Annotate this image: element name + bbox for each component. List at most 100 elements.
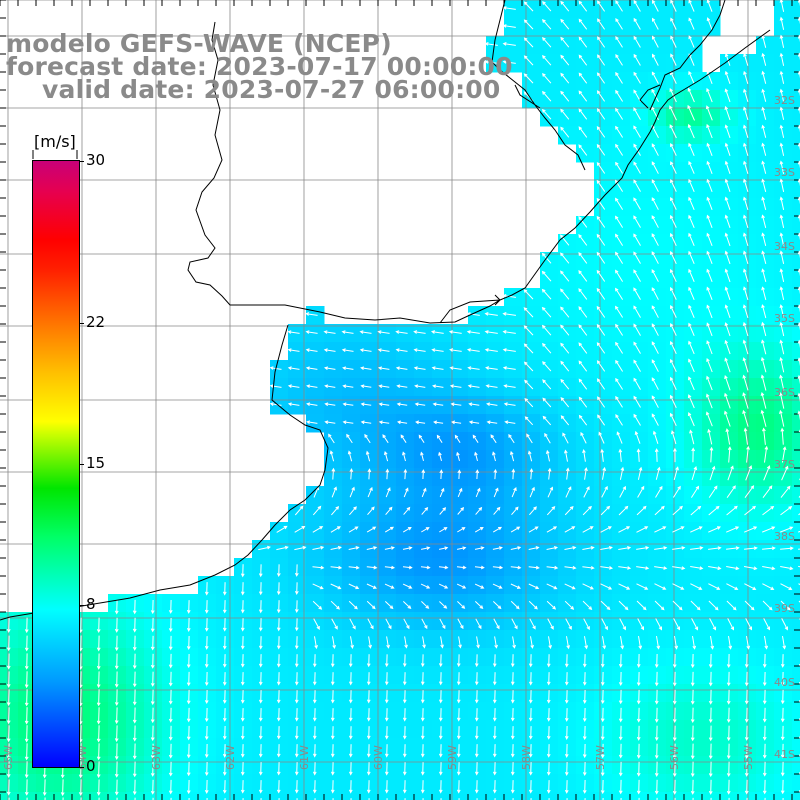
- wind-arrow: [690, 725, 695, 742]
- wind-arrow: [523, 343, 534, 354]
- wind-arrow: [691, 618, 699, 631]
- wind-arrow: [633, 377, 641, 390]
- wind-arrow: [454, 434, 461, 443]
- wind-arrow: [523, 1, 534, 12]
- wind-arrow: [724, 410, 731, 427]
- wind-arrow: [596, 378, 606, 390]
- wind-arrow: [150, 617, 155, 633]
- wind-arrow: [688, 0, 695, 12]
- wind-arrow: [420, 690, 425, 704]
- wind-arrow: [503, 402, 516, 406]
- wind-arrow: [597, 0, 606, 12]
- wind-arrow: [542, 415, 552, 426]
- wind-arrow: [439, 618, 446, 630]
- wind-arrow: [619, 485, 626, 498]
- wind-arrow: [600, 448, 605, 462]
- wind-arrow: [438, 565, 449, 570]
- wind-arrow: [724, 232, 731, 247]
- wind-speed-cell: [792, 324, 800, 343]
- wind-arrow: [542, 361, 552, 372]
- wind-arrow: [779, 409, 785, 427]
- wind-arrow: [546, 526, 558, 533]
- wind-arrow: [468, 420, 480, 425]
- wind-arrow: [762, 671, 767, 687]
- wind-arrow: [546, 690, 551, 704]
- wind-arrow: [763, 465, 771, 481]
- wind-arrow: [743, 160, 749, 174]
- wind-arrow: [672, 689, 677, 705]
- wind-arrow: [186, 779, 191, 795]
- wind-arrow: [598, 431, 605, 444]
- wind-arrow: [276, 654, 281, 668]
- wind-arrow: [690, 485, 700, 498]
- wind-arrow: [383, 451, 389, 462]
- wind-arrow: [708, 653, 713, 669]
- wind-arrow: [651, 88, 659, 103]
- wind-arrow: [384, 780, 389, 794]
- wind-arrow: [633, 305, 641, 318]
- wind-arrow: [396, 402, 408, 407]
- wind-speed-cell: [576, 792, 595, 800]
- wind-arrow: [204, 707, 209, 723]
- wind-arrow: [601, 618, 608, 631]
- wind-arrow: [492, 762, 497, 776]
- wind-arrow: [312, 726, 317, 740]
- wind-arrow: [402, 780, 407, 794]
- colorbar-tick-mark: [79, 464, 84, 465]
- wind-arrow: [385, 506, 393, 516]
- wind-arrow: [582, 565, 595, 570]
- wind-arrow: [600, 565, 614, 570]
- wind-arrow: [547, 486, 554, 498]
- wind-arrow: [168, 617, 173, 633]
- wind-arrow: [764, 445, 769, 463]
- wind-arrow: [760, 409, 767, 427]
- wind-arrow: [744, 505, 757, 516]
- wind-arrow: [474, 565, 485, 570]
- wind-arrow: [583, 486, 590, 498]
- wind-arrow: [779, 160, 785, 175]
- wind-arrow: [258, 762, 263, 776]
- wind-arrow: [484, 348, 498, 352]
- wind-arrow: [331, 467, 336, 480]
- wind-arrow: [168, 635, 173, 651]
- wind-arrow: [474, 708, 479, 722]
- wind-arrow: [636, 761, 641, 777]
- colorbar-unit: [m/s]: [34, 132, 76, 151]
- wind-arrow: [651, 251, 659, 264]
- wind-arrow: [359, 348, 372, 352]
- wind-arrow: [366, 526, 377, 533]
- wind-arrow: [546, 780, 551, 794]
- wind-arrow: [528, 546, 540, 550]
- longitude-label: 59W: [446, 745, 459, 770]
- wind-arrow: [744, 653, 749, 669]
- wind-arrow: [706, 340, 713, 355]
- wind-arrow: [511, 506, 519, 516]
- wind-speed-cell: [108, 792, 127, 800]
- wind-speed-cell: [630, 792, 649, 800]
- wind-arrow: [582, 743, 587, 759]
- wind-speed-cell: [792, 594, 800, 613]
- wind-arrow: [348, 744, 353, 758]
- wind-arrow: [403, 618, 410, 630]
- colorbar-tick-label: 8: [86, 595, 96, 614]
- wind-arrow: [636, 689, 641, 705]
- wind-arrow: [688, 268, 695, 282]
- wind-arrow: [618, 761, 623, 777]
- wind-arrow: [222, 780, 227, 794]
- wind-arrow: [366, 546, 378, 550]
- wind-arrow: [779, 88, 785, 102]
- wind-arrow: [330, 526, 341, 533]
- wind-arrow: [385, 618, 392, 630]
- wind-arrow: [706, 375, 713, 391]
- wind-arrow: [706, 268, 713, 282]
- wind-arrow: [560, 18, 570, 30]
- wind-arrow: [600, 707, 605, 723]
- wind-arrow: [651, 269, 659, 282]
- model-title: modelo GEFS-WAVE (NCEP): [6, 29, 392, 58]
- colorbar-tick-mark: [79, 322, 84, 324]
- wind-arrow: [186, 707, 191, 723]
- wind-arrow: [651, 179, 659, 192]
- wind-arrow: [601, 485, 608, 498]
- wind-arrow: [348, 546, 360, 550]
- wind-arrow: [258, 618, 263, 632]
